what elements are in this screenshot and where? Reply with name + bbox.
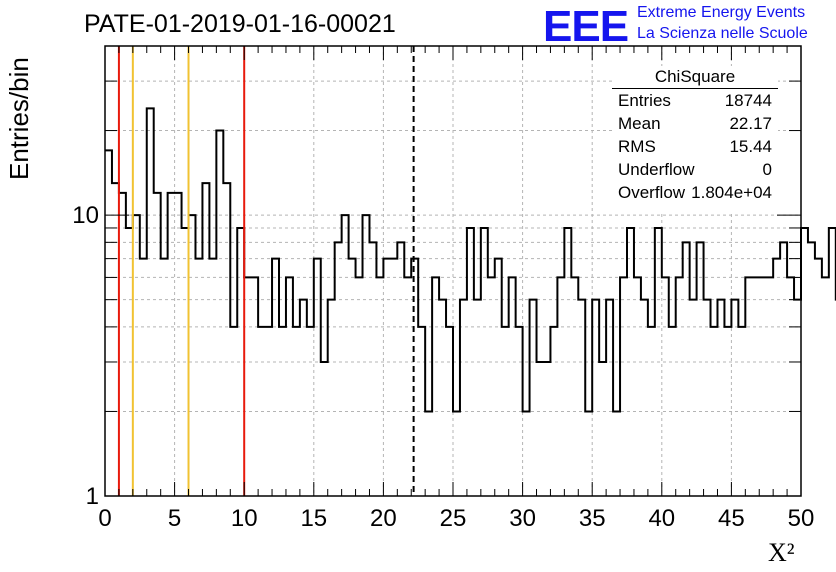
x-tick-label: 10 <box>231 505 258 532</box>
x-tick-label: 15 <box>300 505 327 532</box>
y-tick-label: 10 <box>72 202 99 229</box>
x-tick-label: 30 <box>509 505 536 532</box>
stats-value: 18744 <box>724 91 772 110</box>
stats-row-underflow: Underflow 0 <box>612 158 778 181</box>
x-tick-label: 35 <box>579 505 606 532</box>
stats-row-overflow: Overflow 1.804e+04 <box>612 181 778 204</box>
stats-value: 22.17 <box>729 114 772 133</box>
stats-title: ChiSquare <box>612 66 778 89</box>
histogram-line <box>105 107 836 413</box>
x-axis-label: X² <box>768 538 795 567</box>
y-axis-label: Entries/bin <box>4 57 34 180</box>
logo-line-1: Extreme Energy Events <box>637 4 806 21</box>
stats-label: RMS <box>618 137 656 156</box>
x-tick-label: 45 <box>718 505 745 532</box>
stats-label: Overflow <box>618 183 686 202</box>
x-tick-label: 50 <box>788 505 815 532</box>
y-tick-label: 1 <box>86 483 99 510</box>
x-tick-label: 20 <box>370 505 397 532</box>
histogram <box>105 107 836 413</box>
stats-label: Underflow <box>618 160 695 179</box>
chart-title: PATE-01-2019-01-16-00021 <box>84 10 396 38</box>
axes <box>104 45 802 497</box>
stats-box: ChiSquare Entries 18744 Mean 22.17 RMS 1… <box>612 66 778 214</box>
marker-lines <box>117 46 415 496</box>
x-tick-label: 0 <box>98 505 111 532</box>
tick-labels: 0 5 10 15 20 25 30 35 40 45 50 1 10 <box>72 202 814 532</box>
x-tick-label: 25 <box>440 505 467 532</box>
stats-label: Mean <box>618 114 661 133</box>
stats-row-rms: RMS 15.44 <box>612 135 778 158</box>
eee-logo: EEE <box>543 2 629 51</box>
stats-label: Entries <box>618 91 671 110</box>
stats-value: 0 <box>762 160 772 179</box>
stats-row-entries: Entries 18744 <box>612 89 778 112</box>
x-tick-label: 5 <box>168 505 181 532</box>
stats-value: 15.44 <box>729 137 772 156</box>
stats-value: 1.804e+04 <box>691 183 772 202</box>
stats-row-mean: Mean 22.17 <box>612 112 778 135</box>
x-tick-label: 40 <box>648 505 675 532</box>
logo-line-2: La Scienza nelle Scuole <box>637 25 808 42</box>
